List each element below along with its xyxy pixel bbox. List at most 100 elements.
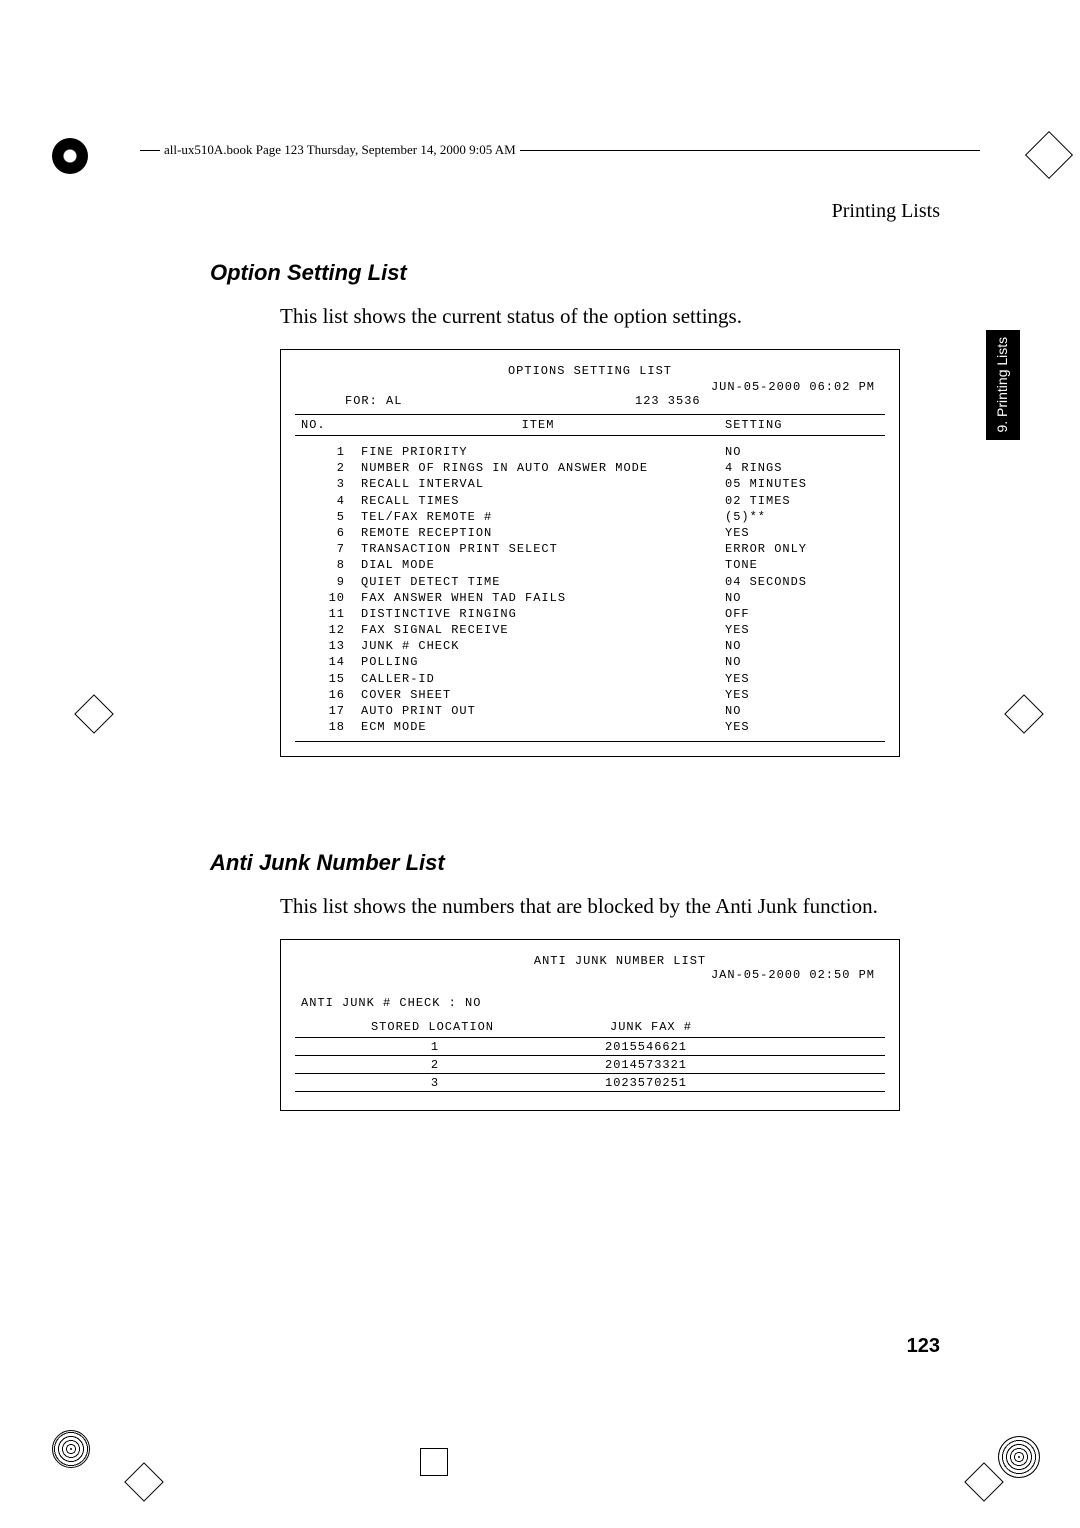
row-no: 4 [295,493,361,509]
row-item: AUTO PRINT OUT [361,703,725,719]
row-setting: NO [725,703,885,719]
table-row: 5TEL/FAX REMOTE #(5)** [295,509,885,525]
row-no: 8 [295,557,361,573]
section-body-junk: This list shows the numbers that are blo… [280,894,900,919]
row-loc: 3 [295,1076,575,1090]
row-item: REMOTE RECEPTION [361,525,725,541]
row-setting: YES [725,687,885,703]
table-row: 12015546621 [295,1038,885,1056]
options-col-setting: SETTING [725,418,885,432]
row-no: 6 [295,525,361,541]
crop-mark-bottom-left [52,1430,90,1468]
row-item: TRANSACTION PRINT SELECT [361,541,725,557]
row-setting: YES [725,719,885,735]
options-report-title: OPTIONS SETTING LIST [295,364,885,378]
table-row: 8DIAL MODETONE [295,557,885,573]
table-row: 1FINE PRIORITYNO [295,444,885,460]
table-row: 11DISTINCTIVE RINGINGOFF [295,606,885,622]
row-item: ECM MODE [361,719,725,735]
row-setting: 4 RINGS [725,460,885,476]
row-setting: YES [725,671,885,687]
options-report-date: JUN-05-2000 06:02 PM [295,380,885,394]
row-item: RECALL TIMES [361,493,725,509]
junk-report-date: JAN-05-2000 02:50 PM [295,968,885,982]
row-no: 17 [295,703,361,719]
junk-report-rows: 120155466212201457332131023570251 [295,1038,885,1092]
header-book-info: all-ux510A.book Page 123 Thursday, Septe… [160,142,520,158]
row-no: 15 [295,671,361,687]
options-report-rows: 1FINE PRIORITYNO2NUMBER OF RINGS IN AUTO… [295,444,885,742]
row-no: 7 [295,541,361,557]
table-row: 14POLLINGNO [295,654,885,670]
row-setting: TONE [725,557,885,573]
section-anti-junk: Anti Junk Number List This list shows th… [0,850,1080,1111]
row-item: NUMBER OF RINGS IN AUTO ANSWER MODE [361,460,725,476]
row-item: DIAL MODE [361,557,725,573]
table-row: 22014573321 [295,1056,885,1074]
table-row: 7TRANSACTION PRINT SELECTERROR ONLY [295,541,885,557]
row-no: 5 [295,509,361,525]
table-row: 4RECALL TIMES02 TIMES [295,493,885,509]
row-setting: OFF [725,606,885,622]
row-no: 9 [295,574,361,590]
table-row: 17AUTO PRINT OUTNO [295,703,885,719]
table-row: 6REMOTE RECEPTIONYES [295,525,885,541]
section-body-options: This list shows the current status of th… [280,304,900,329]
row-no: 11 [295,606,361,622]
page-number: 123 [907,1335,940,1358]
row-setting: NO [725,638,885,654]
table-row: 13JUNK # CHECKNO [295,638,885,654]
junk-report-check: ANTI JUNK # CHECK : NO [295,996,885,1010]
table-row: 18ECM MODEYES [295,719,885,735]
options-report-for-label: FOR: AL [295,394,595,408]
options-report-header: NO. ITEM SETTING [295,414,885,436]
running-head: Printing Lists [832,200,940,223]
row-setting: YES [725,525,885,541]
row-item: JUNK # CHECK [361,638,725,654]
row-setting: ERROR ONLY [725,541,885,557]
row-loc: 2 [295,1058,575,1072]
table-row: 3RECALL INTERVAL05 MINUTES [295,476,885,492]
options-report-for-row: FOR: AL 123 3536 [295,394,885,408]
junk-report-title: ANTI JUNK NUMBER LIST [295,954,885,968]
row-no: 2 [295,460,361,476]
crop-mark-bottom-right [998,1436,1040,1478]
section-option-setting: Option Setting List This list shows the … [0,260,1080,757]
row-no: 14 [295,654,361,670]
row-fax: 1023570251 [575,1076,885,1090]
row-item: CALLER-ID [361,671,725,687]
options-col-no: NO. [295,418,351,432]
row-item: DISTINCTIVE RINGING [361,606,725,622]
row-no: 10 [295,590,361,606]
row-fax: 2015546621 [575,1040,885,1054]
row-no: 12 [295,622,361,638]
row-setting: (5)** [725,509,885,525]
options-report-for-value: 123 3536 [595,394,885,408]
row-item: FINE PRIORITY [361,444,725,460]
table-row: 2NUMBER OF RINGS IN AUTO ANSWER MODE4 RI… [295,460,885,476]
row-item: COVER SHEET [361,687,725,703]
row-item: TEL/FAX REMOTE # [361,509,725,525]
junk-col-fax: JUNK FAX # [570,1020,885,1034]
row-no: 18 [295,719,361,735]
row-setting: NO [725,444,885,460]
table-row: 9QUIET DETECT TIME04 SECONDS [295,574,885,590]
section-title-junk: Anti Junk Number List [210,850,1080,876]
table-row: 16COVER SHEETYES [295,687,885,703]
row-no: 1 [295,444,361,460]
junk-report-header: STORED LOCATION JUNK FAX # [295,1020,885,1038]
row-item: RECALL INTERVAL [361,476,725,492]
row-setting: 02 TIMES [725,493,885,509]
row-fax: 2014573321 [575,1058,885,1072]
row-setting: YES [725,622,885,638]
row-setting: 05 MINUTES [725,476,885,492]
row-setting: NO [725,590,885,606]
junk-col-loc: STORED LOCATION [295,1020,570,1034]
crop-mark-top-left [52,138,88,174]
row-setting: 04 SECONDS [725,574,885,590]
table-row: 12FAX SIGNAL RECEIVEYES [295,622,885,638]
section-title-options: Option Setting List [210,260,1080,286]
table-row: 10FAX ANSWER WHEN TAD FAILSNO [295,590,885,606]
row-loc: 1 [295,1040,575,1054]
row-item: POLLING [361,654,725,670]
